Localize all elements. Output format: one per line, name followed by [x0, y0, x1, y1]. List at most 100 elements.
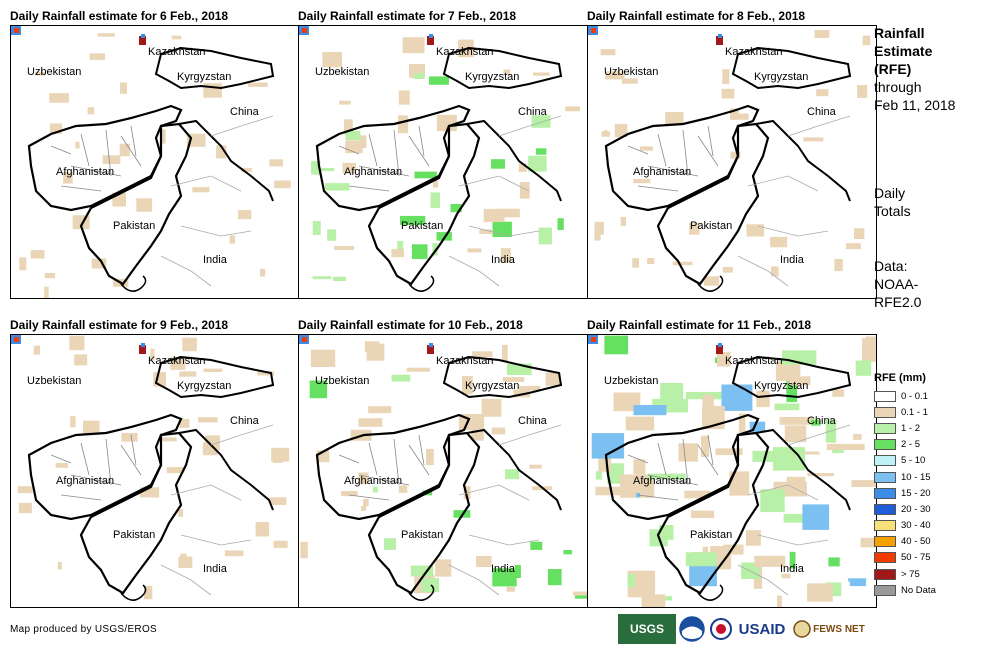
legend-item: > 75: [874, 566, 936, 582]
panel-title: Daily Rainfall estimate for 11 Feb., 201…: [587, 318, 812, 332]
label-kazakhstan: Kazakhstan: [725, 355, 783, 367]
map-graphic: [299, 26, 580, 292]
panel-title: Daily Rainfall estimate for 7 Feb., 2018: [298, 9, 517, 23]
side-through: through: [874, 79, 922, 95]
rainfall-map: Kazakhstan Uzbekistan Kyrgyzstan China Afgha…: [587, 25, 877, 299]
agency-logos: USGS USAID FEWS NET: [618, 614, 868, 644]
rfe-legend: RFE (mm) 0 - 0.1 0.1 - 1 1 - 2 2 - 5 5 - 10 1…: [874, 372, 936, 598]
label-kazakhstan: Kazakhstan: [148, 355, 206, 367]
legend-swatch: [874, 552, 896, 564]
legend-item: 10 - 15: [874, 469, 936, 485]
side-title-line-3: (RFE): [874, 61, 912, 77]
rainfall-map-panel: Daily Rainfall estimate for 8 Feb., 2018…: [587, 9, 877, 309]
label-kazakhstan: Kazakhstan: [725, 46, 783, 58]
legend-swatch: [874, 390, 896, 402]
legend-label: No Data: [901, 584, 936, 596]
legend-item: 2 - 5: [874, 437, 936, 453]
rainfall-map: Kazakhstan Uzbekistan Kyrgyzstan China Afgha…: [10, 25, 300, 299]
legend-item: 50 - 75: [874, 550, 936, 566]
legend-item: 5 - 10: [874, 453, 936, 469]
label-kyrgyzstan: Kyrgyzstan: [465, 71, 520, 83]
legend-swatch: [874, 406, 896, 418]
label-china: China: [518, 415, 547, 427]
legend-title: RFE (mm): [874, 372, 926, 384]
label-kyrgyzstan: Kyrgyzstan: [754, 71, 809, 83]
legend-item: 40 - 50: [874, 534, 936, 550]
label-india: India: [203, 254, 227, 266]
side-title: Rainfall Estimate (RFE) through Feb 11, …: [874, 24, 955, 114]
panel-title: Daily Rainfall estimate for 9 Feb., 2018: [10, 318, 229, 332]
label-uzbekistan: Uzbekistan: [604, 375, 659, 387]
fews-net-logo: FEWS NET: [792, 614, 866, 644]
label-uzbekistan: Uzbekistan: [315, 66, 370, 78]
panel-title: Daily Rainfall estimate for 6 Feb., 2018: [10, 9, 229, 23]
legend-label: 30 - 40: [901, 520, 931, 532]
panel-title: Daily Rainfall estimate for 8 Feb., 2018: [587, 9, 806, 23]
rainfall-map-panel: Daily Rainfall estimate for 11 Feb., 201…: [587, 318, 877, 618]
legend-label: 5 - 10: [901, 455, 926, 467]
side-data-line-1: Data:: [874, 258, 908, 274]
label-pakistan: Pakistan: [401, 220, 444, 232]
legend-swatch: [874, 439, 896, 451]
legend-item: 0.1 - 1: [874, 404, 936, 420]
label-india: India: [491, 563, 515, 575]
rainfall-map: Kazakhstan Uzbekistan Kyrgyzstan China Afgha…: [587, 334, 877, 608]
label-china: China: [807, 415, 836, 427]
legend-label: 2 - 5: [901, 439, 921, 451]
legend-item: No Data: [874, 582, 936, 598]
side-totals-line-1: Daily: [874, 185, 906, 201]
label-china: China: [230, 106, 259, 118]
rainfall-map-panel: Daily Rainfall estimate for 6 Feb., 2018…: [10, 9, 300, 309]
map-graphic: [11, 26, 291, 298]
panel-title: Daily Rainfall estimate for 10 Feb., 201…: [298, 318, 523, 332]
side-data-source: Data: NOAA- RFE2.0: [874, 257, 921, 311]
side-title-line-1: Rainfall: [874, 25, 925, 41]
legend-swatch: [874, 520, 896, 532]
label-kazakhstan: Kazakhstan: [436, 355, 494, 367]
label-kazakhstan: Kazakhstan: [436, 46, 494, 58]
legend-swatch: [874, 471, 896, 483]
label-afghanistan: Afghanistan: [56, 475, 115, 487]
label-china: China: [807, 106, 836, 118]
legend-label: 40 - 50: [901, 536, 931, 548]
rainfall-map-panel: Daily Rainfall estimate for 10 Feb., 201…: [298, 318, 588, 618]
rainfall-map: Kazakhstan Uzbekistan Kyrgyzstan China Afgha…: [298, 334, 588, 608]
label-pakistan: Pakistan: [401, 529, 444, 541]
legend-swatch: [874, 422, 896, 434]
legend-label: 20 - 30: [901, 503, 931, 515]
side-totals-line-2: Totals: [874, 203, 911, 219]
label-kyrgyzstan: Kyrgyzstan: [177, 380, 232, 392]
label-kyrgyzstan: Kyrgyzstan: [177, 71, 232, 83]
label-afghanistan: Afghanistan: [633, 475, 692, 487]
label-kyrgyzstan: Kyrgyzstan: [465, 380, 520, 392]
rainfall-map: Kazakhstan Uzbekistan Kyrgyzstan China Afgha…: [10, 334, 300, 608]
legend-swatch: [874, 536, 896, 548]
label-pakistan: Pakistan: [690, 529, 733, 541]
legend-rows: 0 - 0.1 0.1 - 1 1 - 2 2 - 5 5 - 10 10 - 15 15 …: [874, 388, 936, 598]
side-totals: Daily Totals: [874, 184, 911, 220]
label-kyrgyzstan: Kyrgyzstan: [754, 380, 809, 392]
label-india: India: [780, 254, 804, 266]
usaid-seal-icon: [709, 614, 733, 644]
label-uzbekistan: Uzbekistan: [315, 375, 370, 387]
side-data-line-3: RFE2.0: [874, 294, 922, 310]
rainfall-map: Kazakhstan Uzbekistan Kyrgyzstan China Afgha…: [298, 25, 588, 299]
rainfall-map-panel: Daily Rainfall estimate for 7 Feb., 2018…: [298, 9, 588, 309]
legend-item: 1 - 2: [874, 420, 936, 436]
usaid-logo: USAID: [738, 620, 786, 638]
legend-item: 0 - 0.1: [874, 388, 936, 404]
map-graphic: [11, 335, 290, 601]
side-title-line-2: Estimate: [874, 43, 933, 59]
side-date: Feb 11, 2018: [874, 97, 956, 113]
legend-item: 30 - 40: [874, 518, 936, 534]
label-pakistan: Pakistan: [113, 529, 156, 541]
label-india: India: [491, 254, 515, 266]
label-uzbekistan: Uzbekistan: [604, 66, 659, 78]
legend-item: 20 - 30: [874, 501, 936, 517]
label-pakistan: Pakistan: [113, 220, 156, 232]
label-pakistan: Pakistan: [690, 220, 733, 232]
label-india: India: [203, 563, 227, 575]
legend-swatch: [874, 455, 896, 467]
legend-swatch: [874, 487, 896, 499]
legend-swatch: [874, 568, 896, 580]
